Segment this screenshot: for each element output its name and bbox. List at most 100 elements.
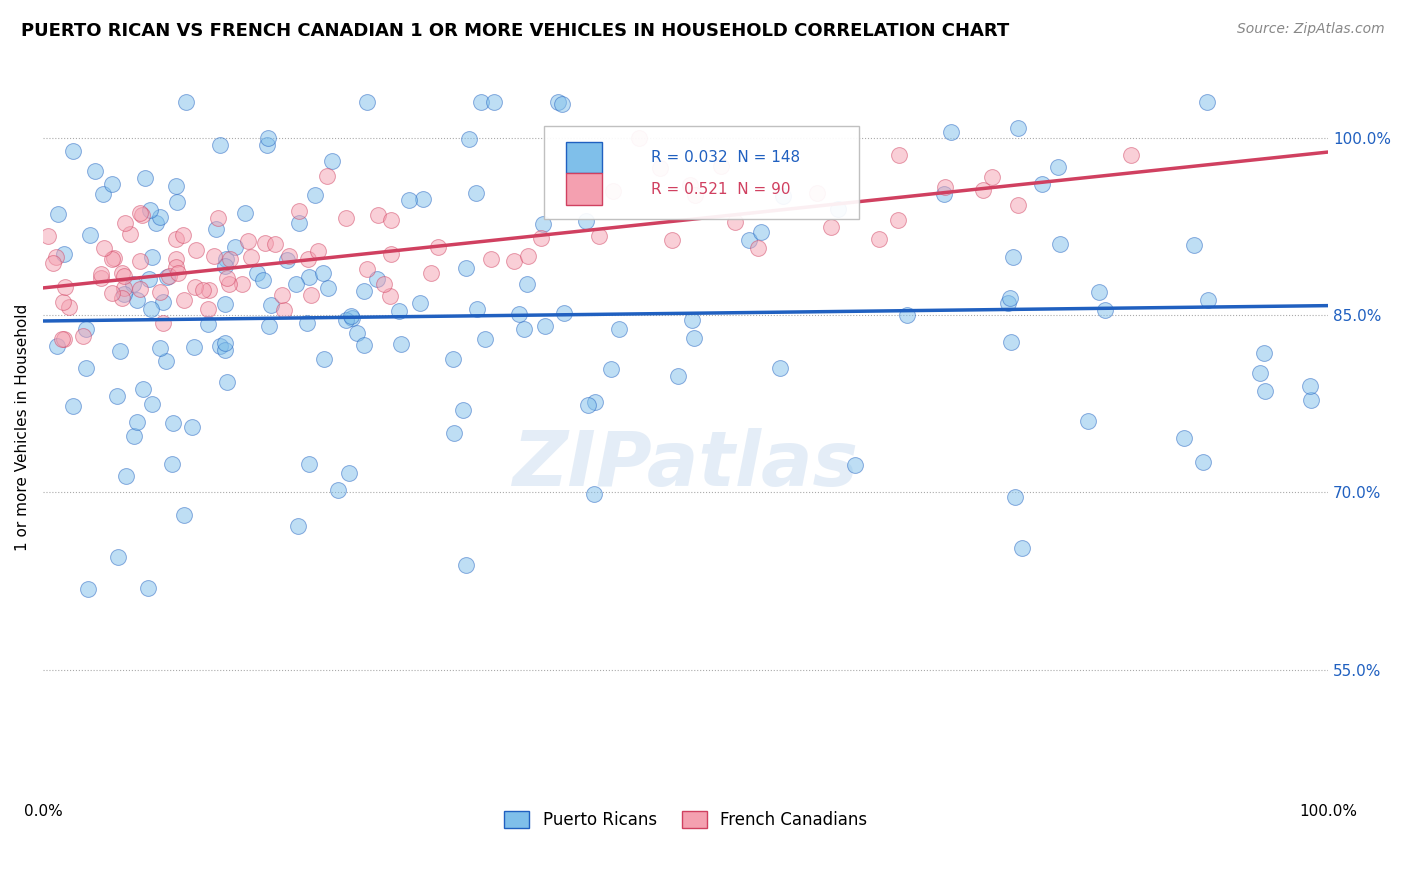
- Point: [337, 466, 360, 480]
- Point: [224, 240, 246, 254]
- Point: [997, 296, 1019, 310]
- Point: [738, 234, 761, 248]
- Point: [259, 319, 281, 334]
- Point: [409, 296, 432, 310]
- Point: [482, 95, 505, 110]
- Point: [115, 469, 138, 483]
- Point: [184, 280, 207, 294]
- Point: [454, 558, 477, 573]
- Point: [254, 235, 277, 250]
- Point: [1031, 177, 1053, 191]
- Point: [1094, 302, 1116, 317]
- Point: [152, 295, 174, 310]
- Point: [932, 187, 955, 202]
- Point: [609, 321, 631, 335]
- Point: [513, 322, 536, 336]
- Point: [312, 267, 335, 281]
- Point: [165, 260, 187, 274]
- Point: [295, 316, 318, 330]
- Point: [1299, 393, 1322, 408]
- Point: [749, 225, 772, 239]
- Point: [149, 342, 172, 356]
- Point: [588, 228, 610, 243]
- Point: [648, 161, 671, 175]
- Point: [252, 273, 274, 287]
- Point: [156, 270, 179, 285]
- Point: [114, 216, 136, 230]
- Point: [93, 241, 115, 255]
- Point: [353, 285, 375, 299]
- Point: [101, 177, 124, 191]
- Point: [105, 389, 128, 403]
- Point: [530, 231, 553, 245]
- Point: [939, 125, 962, 139]
- Point: [90, 267, 112, 281]
- Bar: [567, 142, 602, 174]
- Point: [166, 252, 188, 266]
- Point: [236, 234, 259, 248]
- Point: [575, 214, 598, 228]
- Point: [139, 203, 162, 218]
- Point: [214, 259, 236, 273]
- Point: [1299, 378, 1322, 392]
- Point: [101, 286, 124, 301]
- Point: [215, 375, 238, 389]
- Point: [1049, 237, 1071, 252]
- Point: [1173, 431, 1195, 445]
- Point: [287, 216, 309, 230]
- Point: [388, 304, 411, 318]
- Point: [58, 301, 80, 315]
- Point: [46, 207, 69, 221]
- Point: [264, 236, 287, 251]
- Point: [180, 419, 202, 434]
- Point: [287, 518, 309, 533]
- Point: [1004, 490, 1026, 504]
- Point: [470, 95, 492, 110]
- Point: [531, 217, 554, 231]
- Point: [889, 148, 911, 162]
- Point: [307, 244, 329, 258]
- Point: [125, 293, 148, 307]
- Point: [576, 399, 599, 413]
- Point: [204, 221, 226, 235]
- Point: [389, 336, 412, 351]
- Point: [681, 313, 703, 327]
- Point: [197, 301, 219, 316]
- Point: [52, 332, 75, 346]
- Point: [868, 232, 890, 246]
- Point: [217, 271, 239, 285]
- Point: [1253, 384, 1275, 398]
- Point: [335, 211, 357, 225]
- Point: [91, 187, 114, 202]
- Point: [162, 416, 184, 430]
- Text: PUERTO RICAN VS FRENCH CANADIAN 1 OR MORE VEHICLES IN HOUSEHOLD CORRELATION CHAR: PUERTO RICAN VS FRENCH CANADIAN 1 OR MOR…: [21, 22, 1010, 40]
- Point: [276, 252, 298, 267]
- Point: [1249, 366, 1271, 380]
- Text: R = 0.521  N = 90: R = 0.521 N = 90: [651, 182, 790, 196]
- Point: [457, 131, 479, 145]
- Point: [508, 307, 530, 321]
- Point: [551, 96, 574, 111]
- Point: [1253, 345, 1275, 359]
- Point: [214, 343, 236, 358]
- Point: [132, 382, 155, 396]
- Point: [806, 186, 828, 200]
- Point: [198, 283, 221, 297]
- Point: [157, 268, 180, 283]
- Point: [129, 206, 152, 220]
- Point: [197, 318, 219, 332]
- Point: [356, 95, 378, 110]
- Point: [443, 352, 465, 367]
- Point: [297, 252, 319, 266]
- Point: [1119, 148, 1142, 162]
- Point: [356, 261, 378, 276]
- FancyBboxPatch shape: [544, 126, 859, 219]
- Point: [260, 298, 283, 312]
- Point: [709, 159, 731, 173]
- Point: [998, 291, 1021, 305]
- Point: [273, 302, 295, 317]
- Point: [516, 249, 538, 263]
- Point: [166, 195, 188, 210]
- Point: [45, 250, 67, 264]
- Point: [547, 95, 569, 110]
